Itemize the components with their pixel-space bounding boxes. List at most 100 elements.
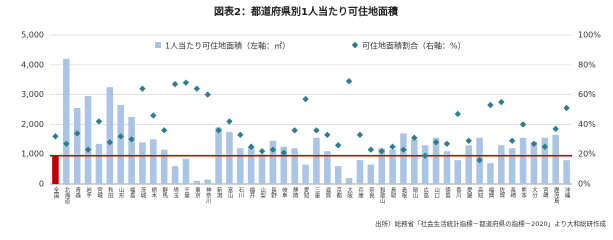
y2-tick-label: 100% <box>578 31 601 40</box>
x-tick-label: 佐賀 <box>498 186 505 200</box>
dot <box>454 110 462 118</box>
x-tick-label: 宮城 <box>96 186 103 200</box>
x-tick-label: 岐阜 <box>281 186 288 200</box>
dot <box>563 104 570 112</box>
bar <box>519 137 527 184</box>
bar <box>345 178 353 184</box>
x-tick-label: 島根 <box>400 186 407 200</box>
x-tick-label: 大分 <box>531 186 538 200</box>
dot <box>237 131 244 139</box>
dot <box>530 140 538 147</box>
legend-swatch <box>351 41 359 49</box>
dot <box>324 131 331 139</box>
dot <box>160 127 168 134</box>
bar <box>334 166 342 184</box>
y-tick-label: 5,000 <box>21 31 44 40</box>
bar <box>237 148 244 184</box>
bar <box>443 151 451 184</box>
dot <box>193 85 201 92</box>
dot <box>356 131 364 139</box>
y-tick-label: 1,000 <box>21 150 44 159</box>
dot <box>302 95 309 103</box>
x-tick-label: 兵庫 <box>357 186 364 200</box>
y2-tick-label: 0% <box>578 180 591 189</box>
x-tick-label: 宮崎 <box>542 186 549 199</box>
dot <box>150 112 157 119</box>
bar <box>378 148 385 184</box>
bar <box>367 164 375 184</box>
bar <box>552 134 559 184</box>
x-tick-label: 広島 <box>422 186 429 200</box>
legend-label: 1人当たり可住地面積（左軸：㎡） <box>165 41 290 51</box>
y2-tick-label: 20% <box>578 150 596 159</box>
y-tick-label: 4,000 <box>21 60 44 69</box>
legend-swatch <box>155 42 161 48</box>
x-tick-label: 茨城 <box>139 186 146 200</box>
bar <box>84 96 92 184</box>
x-tick-label: 大阪 <box>346 186 353 200</box>
bar <box>313 137 320 184</box>
bar <box>356 160 364 184</box>
x-tick-label: 山口 <box>433 186 440 200</box>
y2-tick-label: 80% <box>578 60 596 69</box>
chart-title: 図表2：都道府県別1人当たり可住地面積 <box>214 5 399 18</box>
bar <box>411 139 418 184</box>
x-tick-label: 新潟 <box>216 186 223 200</box>
source-note: 出所）総務省「社会生活統計指標－都道府県の指標－2020」より大和総研作成 <box>375 219 606 228</box>
dot <box>389 143 396 150</box>
dot <box>106 139 114 146</box>
x-tick-label: 石川 <box>237 187 244 199</box>
bar <box>324 151 331 184</box>
bar <box>204 179 211 184</box>
bar <box>95 143 103 184</box>
bar <box>400 133 407 184</box>
x-tick-label: 長崎 <box>509 187 516 199</box>
dot <box>63 140 70 147</box>
x-tick-label: 東京 <box>194 186 201 200</box>
bar <box>280 146 288 184</box>
dot <box>313 127 320 134</box>
dot <box>345 77 353 85</box>
chart: 図表2：都道府県別1人当たり可住地面積 出所）総務省「社会生活統計指標－都道府県… <box>21 5 606 228</box>
bar <box>269 140 277 184</box>
x-tick-label: 奈良 <box>368 186 375 200</box>
bar <box>530 142 538 184</box>
dot <box>182 79 190 86</box>
x-tick-label: 徳島 <box>444 186 451 200</box>
x-tick-label: 福井 <box>248 186 255 200</box>
dot <box>291 127 298 134</box>
dot <box>367 146 375 153</box>
bar <box>226 131 233 184</box>
bar <box>117 105 124 184</box>
y-tick-label: 0 <box>39 180 44 189</box>
x-tick-label: 全国 <box>52 186 59 200</box>
x-tick-label: 愛知 <box>303 186 310 200</box>
dot <box>52 133 59 140</box>
x-tick-label: 三重 <box>313 187 320 199</box>
dot <box>269 146 277 153</box>
dot <box>552 125 559 133</box>
dot <box>204 91 211 98</box>
x-tick-label: 岩手 <box>85 186 92 200</box>
bar <box>193 181 201 184</box>
bar <box>73 108 81 184</box>
x-tick-label: 鹿児島 <box>553 186 560 205</box>
dot <box>258 148 266 155</box>
dot <box>400 146 407 153</box>
x-tick-label: 岡山 <box>411 187 418 200</box>
dot <box>247 143 255 150</box>
x-tick-label: 山形 <box>118 186 125 200</box>
x-tick-label: 長野 <box>270 187 277 199</box>
x-tick-label: 埼玉 <box>172 186 179 199</box>
x-tick-label: 香川 <box>455 186 462 199</box>
bar <box>52 155 59 184</box>
x-tick-label: 沖縄 <box>564 186 571 199</box>
bar <box>139 142 146 184</box>
bar <box>128 116 135 184</box>
dot <box>139 85 146 92</box>
legend-label: 可住地面積割合（右軸：%） <box>362 41 466 51</box>
x-tick-label: 静岡 <box>292 186 299 200</box>
x-tick-label: 神奈川 <box>205 186 212 204</box>
x-tick-label: 山梨 <box>259 186 266 200</box>
dot <box>465 137 472 144</box>
